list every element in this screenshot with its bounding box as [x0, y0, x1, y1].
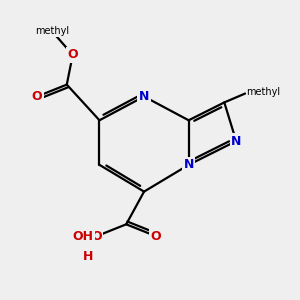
Text: N: N — [231, 135, 242, 148]
Text: O: O — [91, 230, 102, 243]
Text: OH: OH — [73, 230, 94, 243]
Text: methyl: methyl — [247, 87, 281, 97]
Text: N: N — [139, 90, 149, 103]
Text: O: O — [151, 230, 161, 243]
Text: methyl: methyl — [35, 26, 69, 36]
Text: methyl: methyl — [35, 26, 69, 36]
Text: H: H — [82, 250, 93, 263]
Text: N: N — [184, 158, 194, 171]
Text: O: O — [68, 48, 78, 62]
Text: O: O — [32, 90, 42, 103]
